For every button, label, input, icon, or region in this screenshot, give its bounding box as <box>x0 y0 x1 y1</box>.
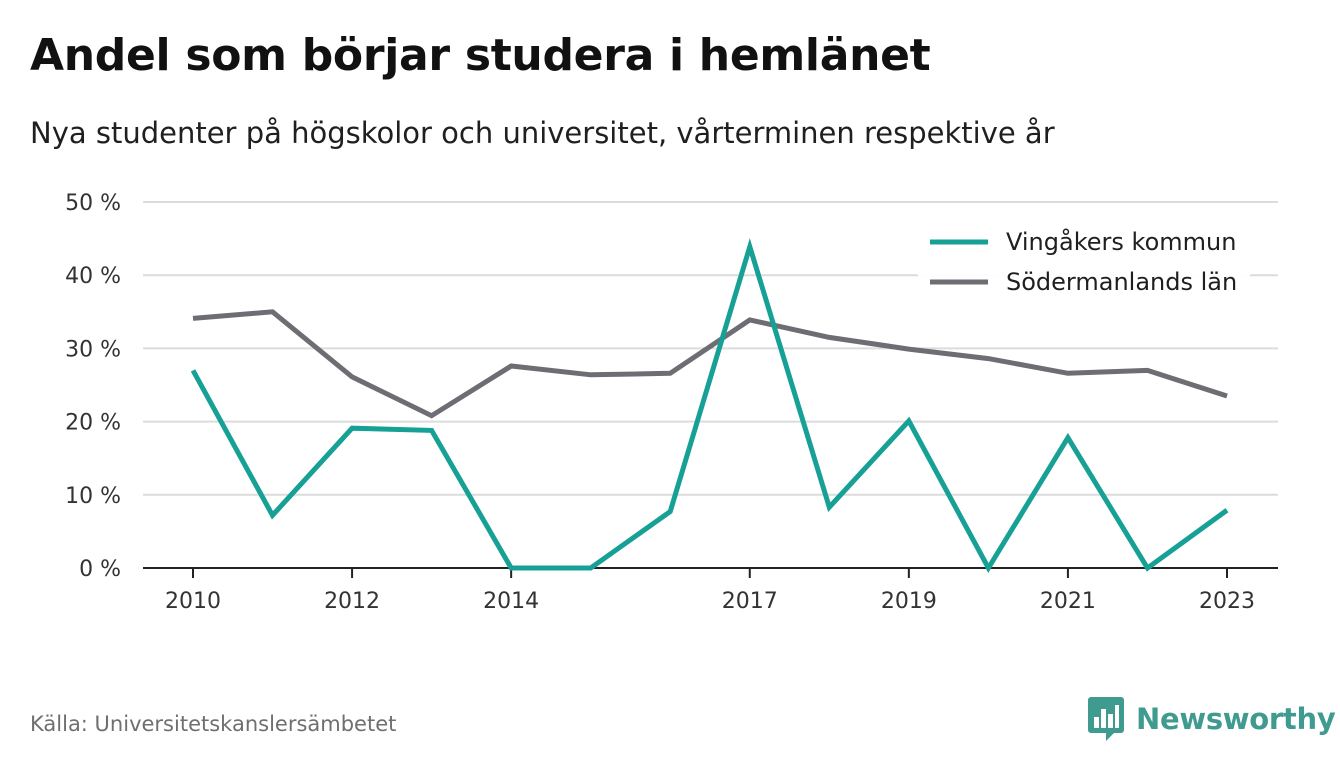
y-tick-label: 40 % <box>65 264 121 289</box>
x-tick-label: 2017 <box>722 589 778 614</box>
x-axis-ticks: 2010 2012 2014 2017 2019 2021 2023 <box>165 568 1255 614</box>
chart-subtitle: Nya studenter på högskolor och universit… <box>30 116 1055 150</box>
legend-label: Södermanlands län <box>1006 268 1237 296</box>
legend: Vingåkers kommun Södermanlands län <box>918 222 1250 310</box>
x-tick-label: 2012 <box>324 589 380 614</box>
brand-name: Newsworthy <box>1136 702 1336 736</box>
x-tick-label: 2021 <box>1040 589 1096 614</box>
line-chart: 0 % 10 % 20 % 30 % 40 % 50 % 2010 2012 2014 2017… <box>65 191 1278 614</box>
x-tick-label: 2010 <box>165 589 221 614</box>
series-line-1 <box>190 238 1229 574</box>
y-tick-label: 10 % <box>65 484 121 509</box>
y-tick-label: 50 % <box>65 191 121 216</box>
x-tick-label: 2023 <box>1199 589 1255 614</box>
legend-background <box>918 222 1250 310</box>
y-tick-label: 20 % <box>65 411 121 436</box>
y-tick-label: 0 % <box>79 557 121 582</box>
y-axis-ticks: 0 % 10 % 20 % 30 % 40 % 50 % <box>65 191 121 582</box>
bar-chart-speech-bubble-icon <box>1088 697 1124 741</box>
x-tick-label: 2014 <box>483 589 539 614</box>
source-note: Källa: Universitetskanslersämbetet <box>30 712 397 736</box>
series-lines <box>190 238 1229 574</box>
legend-label: Vingåkers kommun <box>1006 227 1236 256</box>
gridlines <box>143 201 1278 569</box>
chart-title: Andel som börjar studera i hemlänet <box>30 30 931 81</box>
brand-logo: Newsworthy <box>1088 697 1336 741</box>
series-line-2 <box>192 309 1228 419</box>
y-tick-label: 30 % <box>65 337 121 362</box>
x-tick-label: 2019 <box>881 589 937 614</box>
